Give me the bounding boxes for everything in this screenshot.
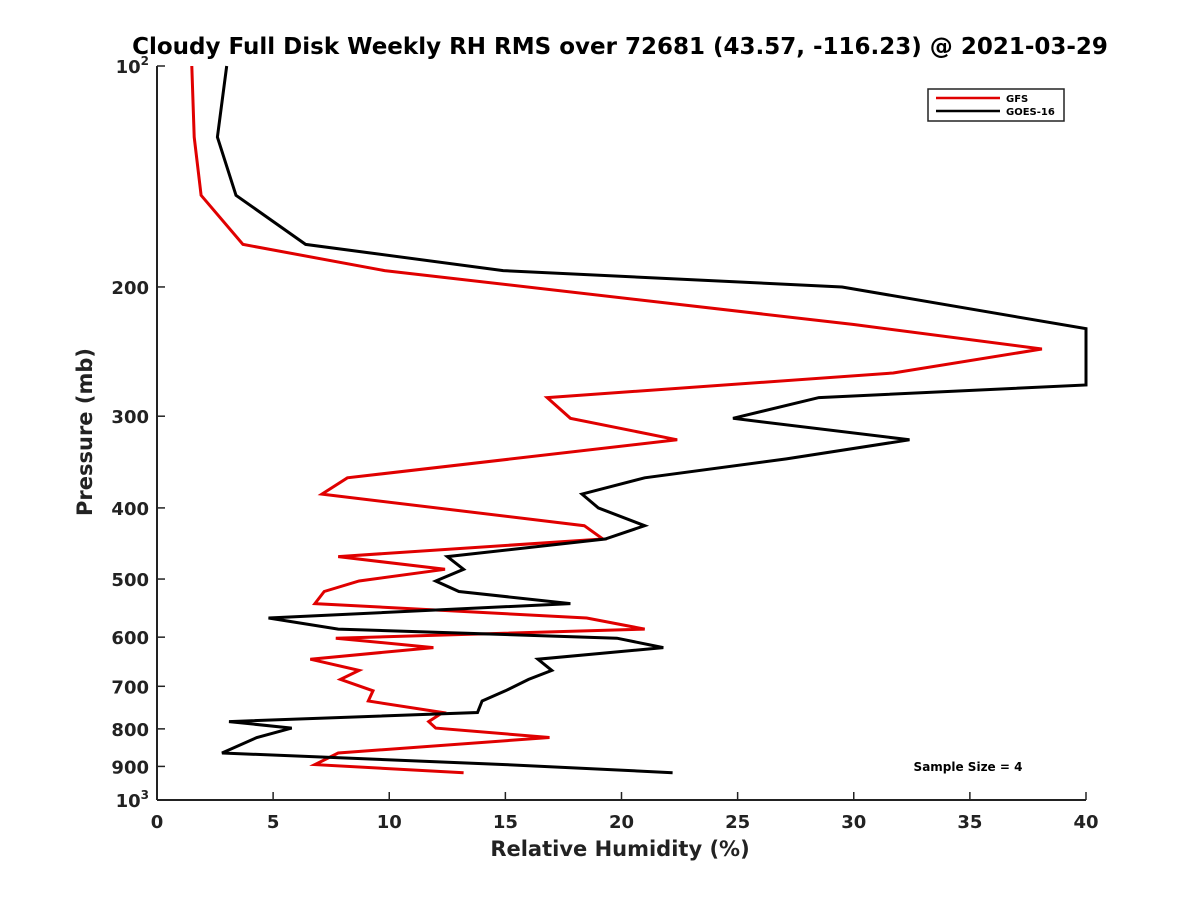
x-tick-label: 20 (609, 812, 634, 833)
legend-entry-label: GOES-16 (1006, 107, 1055, 118)
x-tick-label: 10 (377, 812, 402, 833)
series-line-goes-16 (215, 65, 1088, 775)
y-tick-label: 200 (111, 278, 149, 299)
y-tick-label: 300 (111, 407, 149, 428)
x-tick-label: 35 (957, 812, 982, 833)
y-axis-ticks: 102 200 300 400 500 600 700 800 900 103 (111, 54, 165, 812)
y-tick-label: 500 (111, 570, 149, 591)
y-tick-label: 102 (116, 54, 149, 78)
x-tick-label: 0 (151, 812, 164, 833)
y-tick-label: 900 (111, 757, 149, 778)
x-tick-label: 30 (841, 812, 866, 833)
x-tick-label: 5 (267, 812, 280, 833)
sample-size-annotation: Sample Size = 4 (914, 760, 1023, 774)
chart-title: Cloudy Full Disk Weekly RH RMS over 7268… (132, 34, 1108, 60)
y-tick-label: 103 (116, 788, 149, 812)
y-tick-label: 800 (111, 720, 149, 741)
y-tick-label: 600 (111, 628, 149, 649)
x-axis-ticks: 0 5 10 15 20 25 30 35 40 (151, 792, 1099, 833)
x-tick-label: 40 (1073, 812, 1098, 833)
x-tick-label: 25 (725, 812, 750, 833)
x-axis-label: Relative Humidity (%) (490, 837, 749, 861)
x-tick-label: 15 (493, 812, 518, 833)
legend: GFS GOES-16 (927, 88, 1065, 122)
legend-entry-label: GFS (1006, 94, 1028, 105)
y-tick-label: 400 (111, 499, 149, 520)
y-tick-label: 700 (111, 677, 149, 698)
y-axis-label: Pressure (mb) (73, 348, 97, 516)
series-lines (190, 65, 1088, 775)
legend-box (927, 88, 1065, 122)
